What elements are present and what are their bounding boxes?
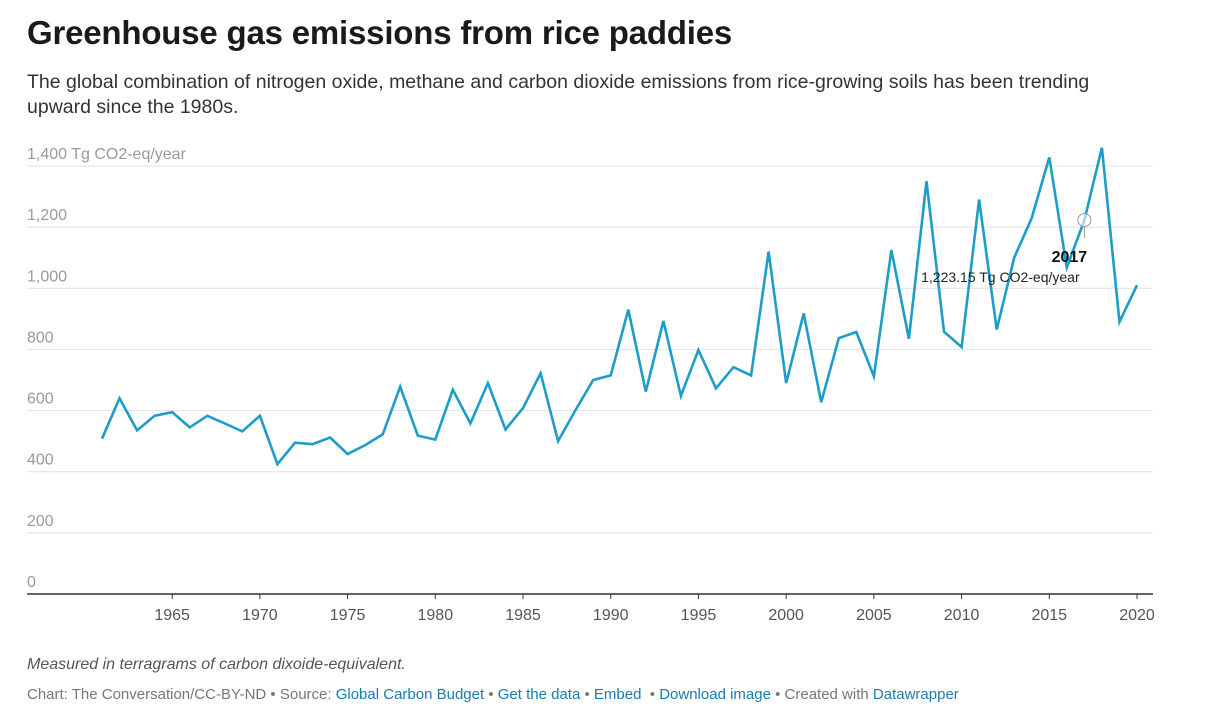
x-tick-label: 1975 [330, 607, 366, 624]
y-tick-label: 1,000 [27, 268, 67, 285]
x-tick-label: 1980 [418, 607, 454, 624]
x-tick-label: 1970 [242, 607, 278, 624]
y-tick-label: 200 [27, 513, 54, 530]
x-tick-label: 1985 [505, 607, 541, 624]
y-tick-label: 1,200 [27, 207, 67, 224]
source-link[interactable]: Global Carbon Budget [335, 686, 485, 703]
x-tick-label: 2020 [1119, 607, 1155, 624]
x-axis-ticks [171, 594, 1138, 599]
tooltip-value: 1,223.15 Tg CO2-eq/year [921, 269, 1080, 285]
download-image-link[interactable]: Download image [659, 686, 771, 703]
separator: • [484, 686, 498, 703]
emissions-line[interactable] [100, 147, 1139, 467]
gridlines [27, 165, 1153, 534]
x-tick-label: 1990 [593, 607, 629, 624]
x-tick-label: 2005 [856, 607, 892, 624]
x-tick-label: 1965 [154, 607, 190, 624]
tooltip-marker[interactable] [1077, 213, 1092, 228]
credit-text: Chart: The Conversation/CC-BY-ND • Sourc… [27, 686, 336, 703]
x-tick-label: 1995 [681, 607, 717, 624]
y-tick-label: 1,400 Tg CO2-eq/year [27, 146, 187, 163]
chart-title: Greenhouse gas emissions from rice paddi… [27, 14, 733, 51]
chart-subtitle: The global combination of nitrogen oxide… [27, 71, 1090, 118]
datawrapper-link[interactable]: Datawrapper [872, 686, 959, 703]
tooltip-year: 2017 [1052, 249, 1088, 266]
tooltip: 2017 1,223.15 Tg CO2-eq/year [921, 213, 1092, 285]
x-tick-label: 2010 [944, 607, 980, 624]
y-tick-label: 600 [27, 391, 54, 408]
x-tick-label: 2000 [768, 607, 804, 624]
separator: • [580, 686, 594, 703]
created-with-text: • Created with [770, 686, 873, 703]
y-axis-labels: 0 200 400 600 800 1,000 1,200 1,400 Tg CO2-eq/y… [27, 146, 187, 591]
embed-link[interactable]: Embed [593, 686, 642, 703]
y-tick-label: 400 [27, 452, 54, 469]
chart-note: Measured in terragrams of carbon dixoide… [27, 656, 406, 673]
x-axis-labels: 1965 1970 1975 1980 1985 1990 1995 2000 2005 2010… [154, 607, 1155, 624]
separator: • [641, 686, 660, 703]
y-tick-label: 0 [27, 574, 36, 591]
y-tick-label: 800 [27, 329, 54, 346]
chart-footer: Chart: The Conversation/CC-BY-ND • Sourc… [27, 686, 959, 703]
x-tick-label: 2015 [1031, 607, 1067, 624]
get-data-link[interactable]: Get the data [497, 686, 581, 703]
